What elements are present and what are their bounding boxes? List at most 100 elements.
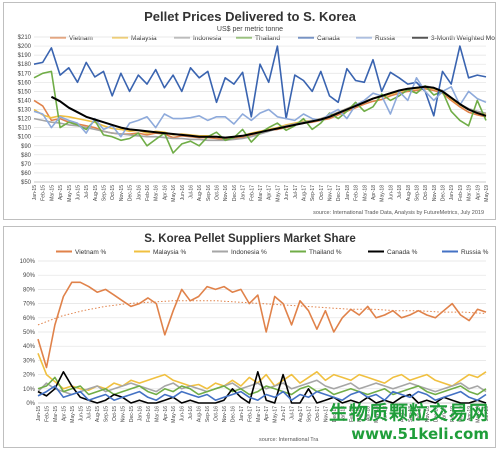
y-tick-label: $180 [18, 62, 32, 68]
x-tick-label: Dec-15 [129, 406, 135, 422]
x-tick-label: Feb-18 [354, 185, 360, 201]
x-tick-label: May-18 [380, 185, 386, 202]
x-tick-label: Mar-16 [154, 406, 160, 422]
legend-entry-3: Thailand [255, 35, 280, 42]
x-tick-label: Nov-15 [121, 406, 127, 422]
y-tick-label: 50% [23, 330, 36, 336]
x-tick-label: Aug-16 [197, 406, 203, 422]
x-tick-label: Mar-16 [154, 185, 160, 201]
y-tick-label: 70% [23, 302, 36, 308]
x-tick-label: Sep-15 [104, 406, 110, 422]
x-tick-label: Jan-18 [345, 185, 351, 201]
trendline [37, 300, 487, 326]
y-tick-label: $130 [18, 108, 32, 114]
x-tick-label: Jan-19 [442, 406, 448, 422]
y-tick-label: 10% [23, 387, 36, 393]
x-tick-label: Apr-18 [371, 185, 377, 200]
legend-entry-2: Indonesia [193, 35, 222, 42]
x-tick-label: Jan-17 [239, 406, 245, 422]
x-tick-label: Oct-18 [416, 406, 422, 421]
series-line-4 [33, 45, 487, 120]
x-tick-label: Dec-17 [332, 406, 338, 422]
x-tick-label: May-17 [273, 406, 279, 423]
x-tick-label: Apr-17 [264, 406, 270, 421]
x-tick-label: Mar-18 [362, 185, 368, 201]
x-tick-label: Mar-18 [357, 406, 363, 422]
x-tick-label: Jun-17 [284, 185, 290, 201]
x-tick-label: Jun-18 [388, 185, 394, 201]
x-tick-label: Jun-16 [180, 406, 186, 422]
x-tick-label: Feb-16 [145, 185, 151, 201]
x-tick-label: Sep-17 [306, 406, 312, 422]
x-tick-label: Jan-19 [449, 185, 455, 201]
x-tick-label: Apr-15 [58, 185, 64, 200]
x-tick-label: Feb-18 [349, 406, 355, 422]
market-share-chart: S. Korea Pellet Suppliers Market Share Vi… [20, 233, 490, 443]
x-tick-label: Jul-16 [188, 406, 194, 420]
y-tick-label: $100 [18, 135, 32, 141]
x-tick-label: Nov-15 [119, 185, 125, 201]
legend-entry-0: Vietnam % [75, 249, 107, 256]
x-tick-label: May-17 [275, 185, 281, 202]
x-tick-label: Jan-15 [32, 185, 38, 201]
x-tick-label: Jan-18 [340, 406, 346, 422]
x-axis: Jan-15 Feb-15 Mar-15 Apr-15 May-15 Jun-15 Jul-… [36, 406, 490, 423]
x-axis: Jan-15 Feb-15 Mar-15 Apr-15 May-15 Jun-15 Jul-… [32, 185, 490, 202]
x-tick-label: Apr-19 [475, 185, 481, 200]
x-tick-label: May-19 [476, 406, 482, 423]
x-tick-label: Apr-15 [61, 406, 67, 421]
x-tick-label: Jan-16 [137, 406, 143, 422]
series-line-0 [37, 281, 487, 369]
series-group [37, 281, 487, 404]
y-tick-label: $70 [21, 162, 32, 168]
x-tick-label: Oct-15 [112, 406, 118, 421]
series-line-1 [37, 353, 487, 391]
x-tick-label: Apr-17 [267, 185, 273, 200]
x-tick-label: Jul-15 [84, 185, 90, 199]
x-tick-label: Jun-17 [281, 406, 287, 422]
legend-entry-4: Canada % [387, 249, 418, 256]
x-tick-label: Jan-16 [136, 185, 142, 201]
x-tick-label: Apr-16 [162, 185, 168, 200]
legend-entry-3: Thailand % [309, 249, 342, 256]
x-tick-label: Jan-17 [241, 185, 247, 201]
x-tick-label: May-16 [171, 406, 177, 423]
x-tick-label: May-15 [70, 406, 76, 423]
x-tick-label: Mar-15 [49, 185, 55, 201]
y-tick-label: 40% [23, 344, 36, 350]
x-tick-label: May-15 [67, 185, 73, 202]
x-tick-label: Nov-18 [425, 406, 431, 422]
x-tick-label: Jun-16 [180, 185, 186, 201]
x-tick-label: Mar-19 [459, 406, 465, 422]
y-tick-label: $210 [18, 35, 32, 41]
y-tick-label: 90% [23, 273, 36, 279]
x-tick-label: Sep-18 [414, 185, 420, 201]
y-tick-label: 20% [23, 373, 36, 379]
x-tick-label: Dec-17 [336, 185, 342, 201]
x-tick-label: Jul-15 [87, 406, 93, 420]
x-tick-label: Aug-17 [298, 406, 304, 422]
y-tick-label: $80 [21, 153, 32, 159]
series-line-5 [33, 77, 487, 138]
x-tick-label: Jul-18 [397, 185, 403, 199]
y-tick-label: $120 [18, 117, 32, 123]
x-tick-label: Aug-16 [197, 185, 203, 201]
x-tick-label: Feb-19 [450, 406, 456, 422]
y-tick-label: $110 [18, 126, 32, 132]
x-tick-label: Nov-16 [223, 185, 229, 201]
x-tick-label: Apr-16 [163, 406, 169, 421]
x-tick-label: Mar-17 [258, 185, 264, 201]
x-tick-label: May-19 [484, 185, 490, 202]
x-tick-label: Aug-15 [93, 185, 99, 201]
x-tick-label: Jul-16 [188, 185, 194, 199]
x-tick-label: Jun-15 [78, 406, 84, 422]
series-group [33, 45, 487, 154]
legend-entry-1: Malaysia % [153, 249, 186, 256]
series-line-6 [50, 85, 487, 139]
x-tick-label: Aug-17 [301, 185, 307, 201]
legend-entry-5: Russia [375, 35, 395, 42]
x-tick-label: Nov-17 [328, 185, 334, 201]
x-tick-label: Sep-17 [310, 185, 316, 201]
y-tick-label: $50 [21, 180, 32, 186]
x-tick-label: Dec-15 [128, 185, 134, 201]
